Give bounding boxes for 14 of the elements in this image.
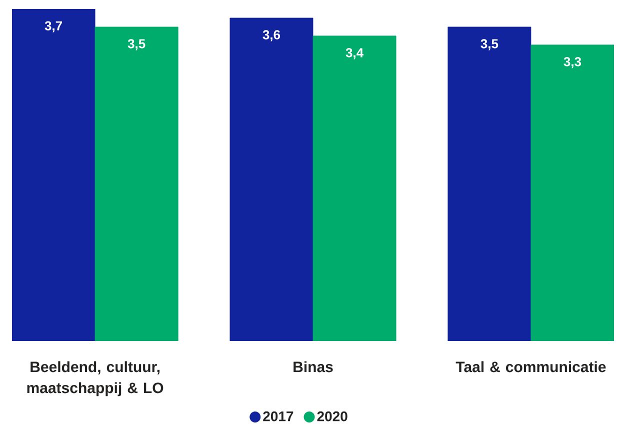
data-label: 3,3	[564, 57, 582, 68]
data-label: 3,5	[128, 39, 146, 50]
legend-label: 2020	[317, 412, 348, 422]
bar	[312, 36, 396, 342]
x-tick-label: Beeldend, cultuur, maatschappij & LO	[27, 361, 164, 396]
bar	[94, 26, 178, 342]
legend-label: 2017	[263, 412, 294, 422]
x-tick-label: Binas	[294, 361, 333, 372]
data-label: 3,5	[480, 39, 498, 50]
data-label: 3,6	[262, 30, 280, 42]
x-tick-label: Taal & communicatie	[456, 361, 606, 372]
data-label: 3,4	[346, 48, 364, 60]
data-label: 3,7	[44, 21, 62, 32]
bar	[530, 44, 614, 342]
